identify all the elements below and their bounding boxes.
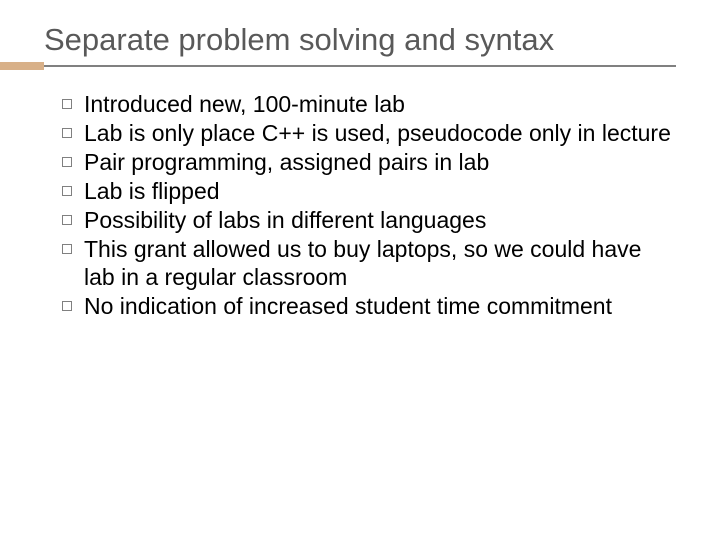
bullet-icon: [62, 301, 72, 311]
accent-block: [0, 62, 44, 70]
list-item: Lab is only place C++ is used, pseudocod…: [62, 119, 676, 147]
bullet-text: Pair programming, assigned pairs in lab: [84, 148, 676, 176]
list-item: Possibility of labs in different languag…: [62, 206, 676, 234]
list-item: Lab is flipped: [62, 177, 676, 205]
bullet-text: No indication of increased student time …: [84, 292, 676, 320]
bullet-text: Possibility of labs in different languag…: [84, 206, 676, 234]
list-item: Introduced new, 100-minute lab: [62, 90, 676, 118]
bullet-icon: [62, 215, 72, 225]
bullet-text: This grant allowed us to buy laptops, so…: [84, 235, 676, 291]
title-underline-row: [0, 62, 720, 72]
bullet-text: Introduced new, 100-minute lab: [84, 90, 676, 118]
title-underline: [44, 65, 676, 67]
slide: Separate problem solving and syntax Intr…: [0, 0, 720, 540]
bullet-text: Lab is only place C++ is used, pseudocod…: [84, 119, 676, 147]
list-item: Pair programming, assigned pairs in lab: [62, 148, 676, 176]
bullet-icon: [62, 128, 72, 138]
list-item: This grant allowed us to buy laptops, so…: [62, 235, 676, 291]
bullet-icon: [62, 157, 72, 167]
slide-title: Separate problem solving and syntax: [44, 22, 676, 58]
bullet-text: Lab is flipped: [84, 177, 676, 205]
list-item: No indication of increased student time …: [62, 292, 676, 320]
slide-content: Introduced new, 100-minute lab Lab is on…: [44, 90, 676, 320]
bullet-icon: [62, 99, 72, 109]
bullet-icon: [62, 244, 72, 254]
bullet-icon: [62, 186, 72, 196]
